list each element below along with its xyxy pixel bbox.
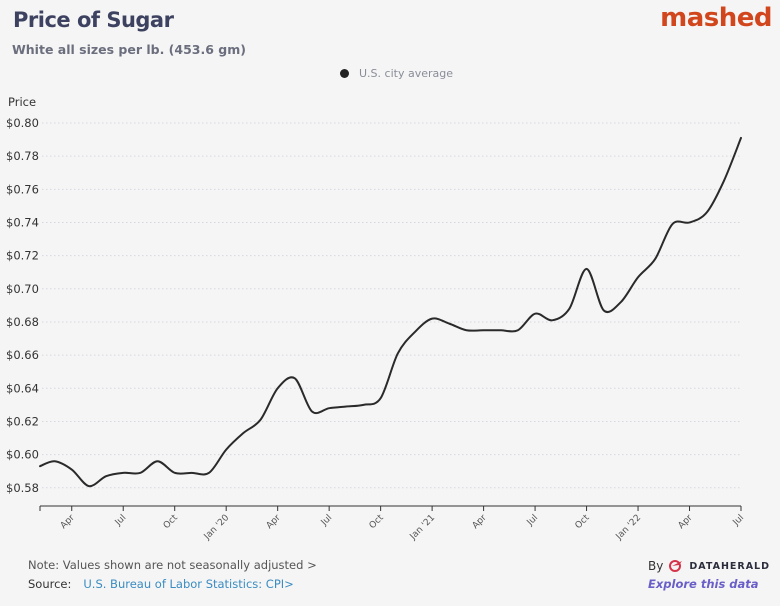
data-point[interactable] [563, 303, 575, 315]
x-tick-label: Jan '20 [202, 513, 232, 543]
data-point[interactable] [34, 460, 46, 472]
data-point[interactable] [392, 347, 404, 359]
data-point[interactable] [134, 467, 146, 479]
data-point[interactable] [598, 304, 610, 316]
attribution: By DATAHERALD [648, 559, 770, 573]
y-tick-label: $0.60 [6, 448, 39, 462]
data-point[interactable] [306, 405, 318, 417]
legend[interactable]: U.S. city average [340, 67, 453, 80]
source-link[interactable]: U.S. Bureau of Labor Statistics: CPI> [83, 577, 293, 591]
data-point[interactable] [649, 253, 661, 265]
data-point[interactable] [460, 324, 472, 336]
data-point[interactable] [357, 399, 369, 411]
x-tick-label: Oct [162, 513, 180, 531]
data-point[interactable] [512, 324, 524, 336]
data-point[interactable] [718, 175, 730, 187]
x-tick-label: Apr [471, 513, 489, 531]
series-points [34, 132, 747, 492]
y-tick-label: $0.58 [6, 481, 39, 495]
data-point[interactable] [117, 467, 129, 479]
source-line: Source: U.S. Bureau of Labor Statistics: … [28, 577, 294, 591]
data-point[interactable] [529, 308, 541, 320]
data-point[interactable] [237, 427, 249, 439]
data-point[interactable] [581, 263, 593, 275]
data-point[interactable] [100, 470, 112, 482]
gridlines [42, 122, 741, 489]
source-label: Source: [28, 577, 72, 591]
data-point[interactable] [426, 313, 438, 325]
y-tick-label: $0.70 [6, 282, 39, 296]
y-axis-title: Price [8, 95, 37, 109]
data-point[interactable] [443, 318, 455, 330]
note-link[interactable]: Note: Values shown are not seasonally ad… [28, 558, 317, 572]
data-point[interactable] [152, 455, 164, 467]
note-text: Note: Values shown are not seasonally ad… [28, 558, 304, 572]
x-tick-label: Oct [368, 513, 386, 531]
chart-title: Price of Sugar [13, 8, 174, 32]
x-tick-label: Apr [59, 513, 77, 531]
x-tick-label: Jan '22 [614, 513, 643, 542]
x-tick-label: Jul [525, 513, 540, 528]
x-axis: Apr Jul Oct Jan '20 Apr Jul Oct Jan '21 Apr Jul Oc… [39, 505, 746, 543]
chart-subtitle: White all sizes per lb. (453.6 gm) [12, 42, 246, 57]
data-point[interactable] [546, 314, 558, 326]
data-point[interactable] [478, 324, 490, 336]
x-tick-label: Jul [113, 513, 128, 528]
data-point[interactable] [701, 207, 713, 219]
data-point[interactable] [289, 372, 301, 384]
chevron-right-icon: > [284, 577, 294, 591]
data-point[interactable] [632, 271, 644, 283]
source-link-text: U.S. Bureau of Labor Statistics: CPI [83, 577, 285, 591]
y-tick-label: $0.68 [6, 315, 39, 329]
data-point[interactable] [66, 464, 78, 476]
y-tick-label: $0.64 [6, 381, 39, 395]
data-point[interactable] [684, 216, 696, 228]
series-line-us-city-average [39, 136, 742, 488]
x-tick-label: Jul [319, 513, 334, 528]
data-point[interactable] [615, 296, 627, 308]
y-tick-label: $0.66 [6, 348, 39, 362]
y-tick-label: $0.62 [6, 414, 39, 428]
data-point[interactable] [83, 480, 95, 492]
data-point[interactable] [49, 455, 61, 467]
x-tick-label: Jul [731, 513, 746, 528]
y-tick-label: $0.80 [6, 116, 39, 130]
x-tick-label: Oct [574, 513, 592, 531]
data-point[interactable] [272, 382, 284, 394]
data-point[interactable] [409, 326, 421, 338]
x-tick-label: Jan '21 [408, 513, 437, 542]
data-point[interactable] [169, 467, 181, 479]
y-tick-label: $0.78 [6, 149, 39, 163]
data-point[interactable] [323, 402, 335, 414]
data-point[interactable] [340, 401, 352, 413]
y-tick-label: $0.76 [6, 182, 39, 196]
legend-marker [340, 69, 349, 78]
data-point[interactable] [735, 132, 747, 144]
chevron-right-icon: > [307, 558, 317, 572]
data-point[interactable] [666, 218, 678, 230]
x-tick-label: Apr [265, 513, 283, 531]
by-label: By [648, 559, 664, 573]
legend-label: U.S. city average [359, 67, 453, 80]
brand-logo: mashed [660, 3, 772, 33]
dataherald-wordmark: DATAHERALD [689, 560, 770, 572]
y-tick-label: $0.74 [6, 215, 39, 229]
data-point[interactable] [203, 467, 215, 479]
explore-data-link[interactable]: Explore this data [648, 577, 759, 591]
line-chart: $0.58 $0.60 $0.62 $0.64 $0.66 $0.68 $0.70 $0.72… [6, 116, 747, 543]
data-point[interactable] [255, 414, 267, 426]
data-point[interactable] [186, 467, 198, 479]
x-tick-label: Apr [677, 513, 695, 531]
y-axis-ticks: $0.58 $0.60 $0.62 $0.64 $0.66 $0.68 $0.70 $0.72… [6, 116, 39, 495]
dataherald-logo-icon [669, 560, 683, 572]
data-point[interactable] [375, 392, 387, 404]
y-tick-label: $0.72 [6, 249, 39, 263]
data-point[interactable] [495, 324, 507, 336]
data-point[interactable] [220, 444, 232, 456]
